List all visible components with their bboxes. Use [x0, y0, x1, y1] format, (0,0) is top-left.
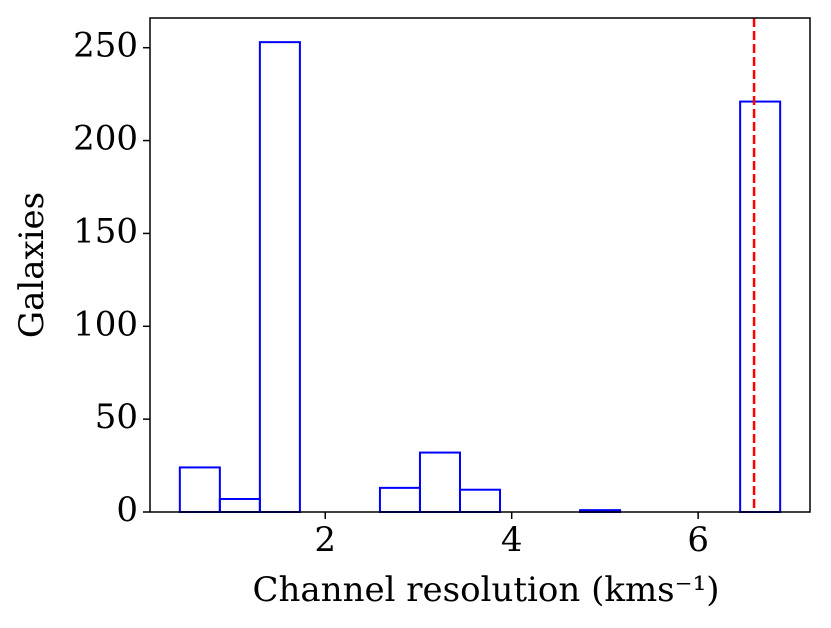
- histogram-bar: [258, 41, 301, 514]
- histogram-bar: [418, 451, 461, 514]
- x-axis-label: Channel resolution (kms⁻¹): [253, 570, 720, 610]
- histogram-bar: [218, 498, 261, 513]
- histogram-bar: [378, 486, 421, 514]
- y-tick-label: 150: [73, 211, 138, 251]
- y-tick-label: 50: [95, 397, 138, 437]
- y-tick-label: 100: [73, 304, 138, 344]
- y-tick-label: 200: [73, 119, 138, 159]
- x-tick-label: 2: [314, 520, 336, 560]
- y-tick-label: 0: [116, 490, 138, 530]
- histogram-bar: [458, 488, 502, 514]
- x-tick-label: 4: [501, 520, 523, 560]
- histogram-bar: [178, 466, 221, 513]
- histogram-bar: [739, 100, 782, 513]
- x-tick-label: 6: [687, 520, 709, 560]
- y-tick-label: 250: [73, 26, 138, 66]
- y-axis-label: Galaxies: [12, 192, 52, 338]
- plot-frame: [149, 17, 811, 513]
